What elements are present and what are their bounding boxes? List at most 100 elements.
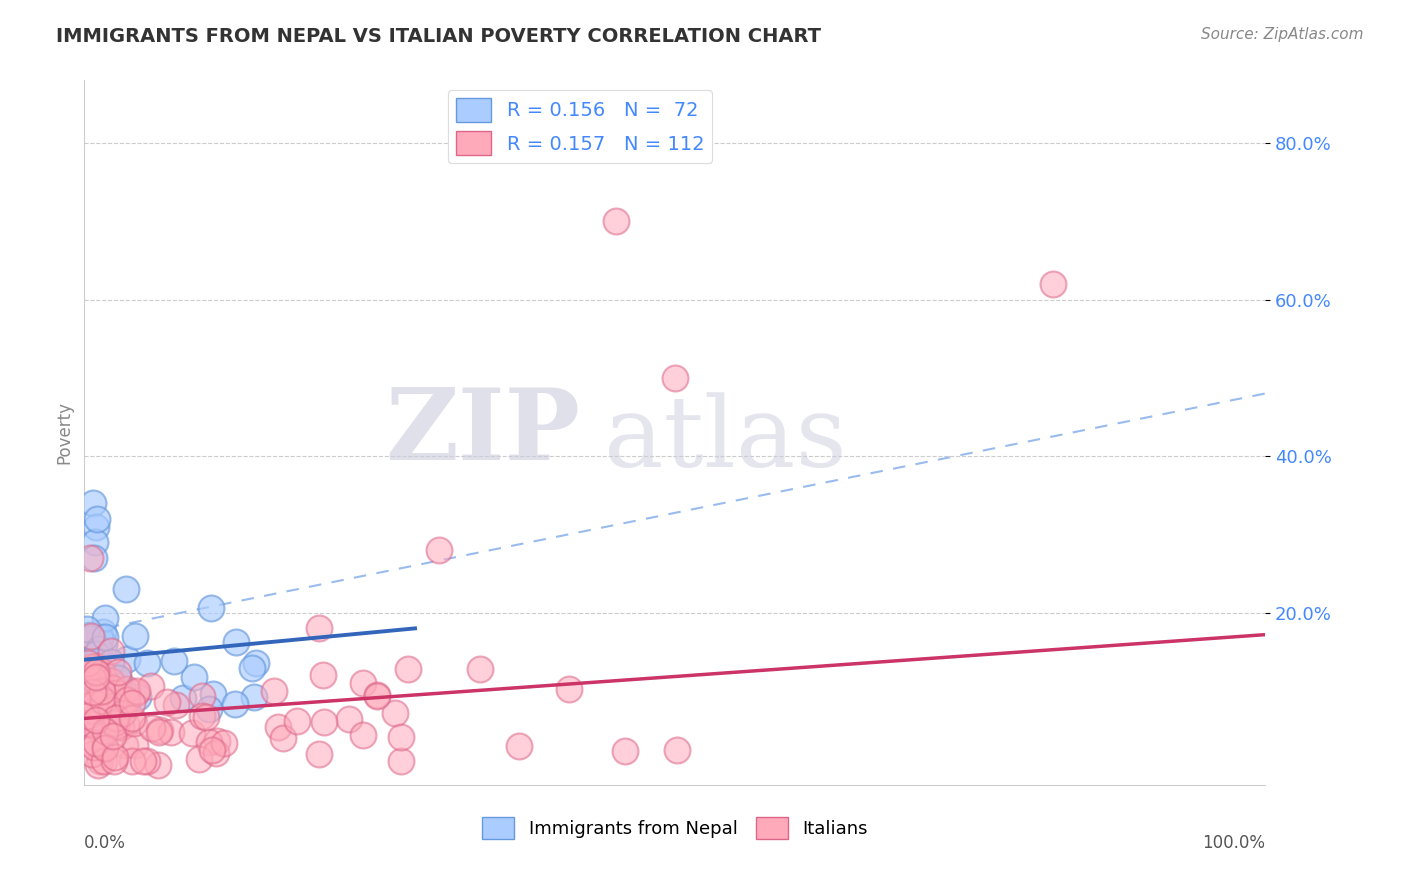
Point (91, 688, 114, 702)
Point (80, 629, 103, 643)
Point (121, 755, 143, 769)
Point (107, 671, 129, 685)
Point (84, 665, 107, 679)
Point (605, 214, 627, 228)
Point (156, 695, 179, 709)
Point (80, 670, 103, 684)
Point (100, 656, 122, 670)
Point (180, 726, 202, 740)
Point (103, 699, 125, 714)
Legend: R = 0.156   N =  72, R = 0.157   N = 112: R = 0.156 N = 72, R = 0.157 N = 112 (449, 90, 711, 162)
Point (75, 699, 97, 714)
Point (79, 716, 101, 731)
Point (337, 712, 360, 726)
Point (224, 697, 246, 711)
Point (195, 710, 218, 724)
Point (82, 694, 104, 708)
Point (79, 659, 101, 673)
Point (82, 678, 104, 692)
Point (75, 685, 97, 699)
Point (103, 716, 125, 731)
Point (76, 622, 98, 636)
Point (191, 689, 214, 703)
Point (1042, 277, 1064, 291)
Point (84, 659, 107, 673)
Point (79, 550, 101, 565)
Point (136, 656, 159, 670)
Point (91, 665, 114, 679)
Point (83, 655, 105, 669)
Point (366, 689, 388, 703)
Point (94, 724, 117, 739)
Point (389, 730, 412, 744)
Point (82, 662, 104, 676)
Point (352, 676, 374, 690)
Point (79, 716, 101, 731)
Point (84, 519, 107, 533)
Point (83, 679, 105, 693)
Point (205, 734, 228, 748)
Point (115, 652, 138, 666)
Point (94, 674, 117, 689)
Point (508, 739, 530, 754)
Point (202, 687, 225, 701)
Point (159, 724, 181, 739)
Point (82, 672, 104, 686)
Point (76, 654, 98, 668)
Point (91, 693, 114, 707)
Point (75, 717, 97, 731)
Point (79, 659, 101, 673)
Point (148, 758, 170, 772)
Point (80, 631, 103, 645)
Point (127, 690, 149, 704)
Point (245, 657, 267, 671)
Point (205, 746, 228, 760)
Point (312, 715, 335, 730)
Point (148, 724, 170, 739)
Point (76, 709, 98, 723)
Point (87, 642, 110, 657)
Point (308, 621, 330, 635)
Point (267, 720, 290, 734)
Point (84, 696, 107, 710)
Text: ZIP: ZIP (385, 384, 581, 481)
Point (84, 670, 107, 684)
Point (91, 625, 114, 640)
Point (103, 755, 125, 769)
Point (114, 738, 136, 752)
Point (82, 657, 104, 671)
Point (83, 550, 105, 565)
Point (76, 663, 98, 677)
Point (111, 681, 134, 695)
Point (80, 704, 103, 718)
Text: Source: ZipAtlas.com: Source: ZipAtlas.com (1201, 27, 1364, 42)
Point (558, 681, 581, 696)
Point (396, 662, 419, 676)
Point (366, 688, 388, 702)
Point (79, 646, 101, 660)
Point (243, 690, 266, 705)
Point (100, 703, 122, 717)
Point (191, 708, 214, 723)
Text: atlas: atlas (605, 392, 846, 488)
Point (115, 693, 138, 707)
Point (100, 644, 122, 658)
Point (198, 702, 221, 716)
Point (86, 512, 108, 526)
Point (389, 755, 412, 769)
Point (77, 657, 100, 672)
Point (76, 660, 98, 674)
Point (242, 661, 264, 675)
Point (77, 628, 100, 642)
Point (75, 698, 97, 712)
Point (84, 736, 107, 750)
Point (112, 694, 135, 708)
Point (82, 747, 104, 761)
Point (83, 651, 105, 665)
Point (198, 735, 221, 749)
Point (107, 665, 129, 679)
Point (89, 660, 111, 674)
Point (79, 736, 101, 750)
Point (84, 535, 107, 549)
Point (139, 679, 162, 693)
